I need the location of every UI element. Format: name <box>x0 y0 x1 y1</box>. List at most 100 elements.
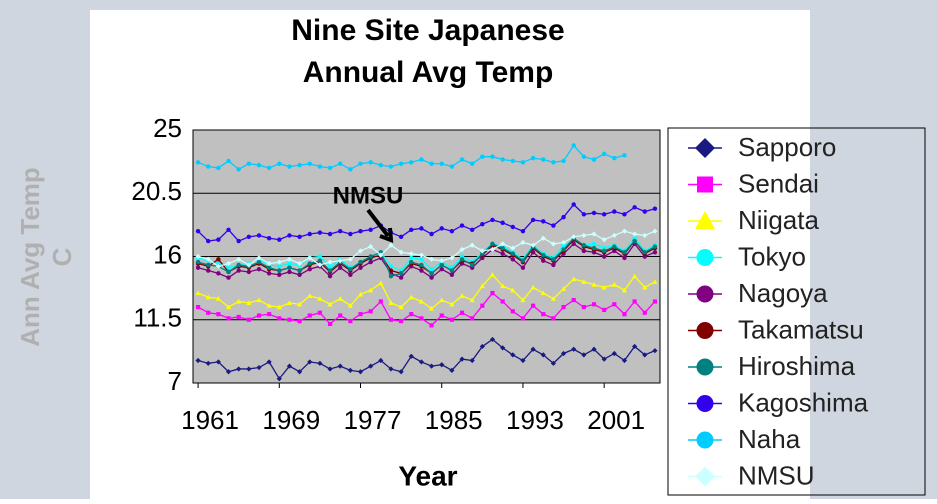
data-point <box>591 346 597 352</box>
data-point <box>226 158 231 164</box>
data-point <box>540 352 546 358</box>
data-point <box>337 258 343 264</box>
data-point <box>530 250 536 255</box>
data-point <box>581 154 587 159</box>
data-point <box>266 359 272 365</box>
data-point <box>581 248 587 254</box>
data-point <box>479 283 485 289</box>
data-point <box>591 245 597 251</box>
data-point <box>500 299 505 304</box>
data-point <box>297 234 302 240</box>
data-point <box>216 165 221 171</box>
data-point <box>560 350 567 357</box>
data-point <box>226 316 231 321</box>
data-point <box>551 257 556 262</box>
data-point <box>560 239 567 246</box>
data-point <box>459 356 465 362</box>
data-point <box>398 369 404 375</box>
legend-marker <box>695 138 715 158</box>
data-point <box>226 275 231 280</box>
data-point <box>510 251 516 256</box>
legend-marker <box>696 322 714 339</box>
data-point <box>652 244 658 249</box>
data-point <box>266 165 272 171</box>
series-line <box>197 237 656 277</box>
data-point <box>368 160 373 165</box>
data-point <box>581 352 587 358</box>
data-point <box>388 268 394 273</box>
legend-label: NMSU <box>738 460 815 490</box>
data-point <box>520 160 526 165</box>
data-point <box>205 256 211 262</box>
data-point <box>388 317 394 322</box>
y-tick-label: 16 <box>153 239 182 269</box>
data-point <box>236 238 241 244</box>
data-point <box>246 234 252 240</box>
data-point <box>510 257 516 262</box>
data-point <box>449 228 455 234</box>
data-point <box>581 279 587 284</box>
data-point <box>206 164 211 169</box>
data-point <box>500 345 506 351</box>
data-point <box>215 296 221 301</box>
data-point <box>358 265 363 270</box>
data-point <box>520 357 526 364</box>
data-point <box>449 268 455 273</box>
data-point <box>368 254 373 259</box>
data-point <box>287 233 292 238</box>
data-point <box>358 259 363 265</box>
data-point <box>348 231 353 237</box>
data-point <box>246 300 252 305</box>
data-point <box>439 226 444 231</box>
data-point <box>561 243 566 248</box>
data-point <box>571 346 577 352</box>
y-tick-label: 11.5 <box>133 303 182 333</box>
data-point <box>276 259 282 265</box>
data-point <box>622 212 627 217</box>
data-point <box>439 262 444 268</box>
data-point <box>206 262 211 268</box>
data-point <box>621 228 628 234</box>
data-point <box>216 312 221 317</box>
data-point <box>358 312 363 317</box>
data-point <box>601 248 607 254</box>
data-point <box>541 219 546 224</box>
data-point <box>530 217 536 223</box>
data-point <box>277 316 282 321</box>
data-point <box>236 366 242 372</box>
data-point <box>256 313 262 318</box>
data-point <box>236 262 241 268</box>
data-point <box>530 155 536 161</box>
data-point <box>296 301 303 307</box>
data-point <box>409 227 414 233</box>
data-point <box>621 287 628 293</box>
data-point <box>358 228 363 234</box>
data-point <box>469 242 475 248</box>
data-point <box>561 305 566 310</box>
legend-label: Kagoshima <box>738 387 869 417</box>
data-point <box>530 242 536 248</box>
data-point <box>246 262 252 268</box>
data-point <box>277 161 282 166</box>
data-point <box>459 310 465 315</box>
data-point <box>571 297 576 303</box>
data-point <box>642 209 647 214</box>
data-point <box>225 369 232 375</box>
data-point <box>296 260 303 267</box>
data-point <box>489 336 496 343</box>
data-point <box>368 259 373 265</box>
data-point <box>571 276 577 282</box>
data-point <box>256 255 262 261</box>
data-point <box>378 357 384 364</box>
data-point <box>327 268 333 273</box>
data-point <box>490 154 495 159</box>
data-point <box>236 314 241 320</box>
data-point <box>551 160 556 165</box>
data-point <box>500 251 505 256</box>
data-point <box>277 237 282 242</box>
data-point <box>296 369 303 375</box>
data-point <box>246 161 252 166</box>
data-point <box>439 266 444 272</box>
data-point <box>337 296 343 301</box>
